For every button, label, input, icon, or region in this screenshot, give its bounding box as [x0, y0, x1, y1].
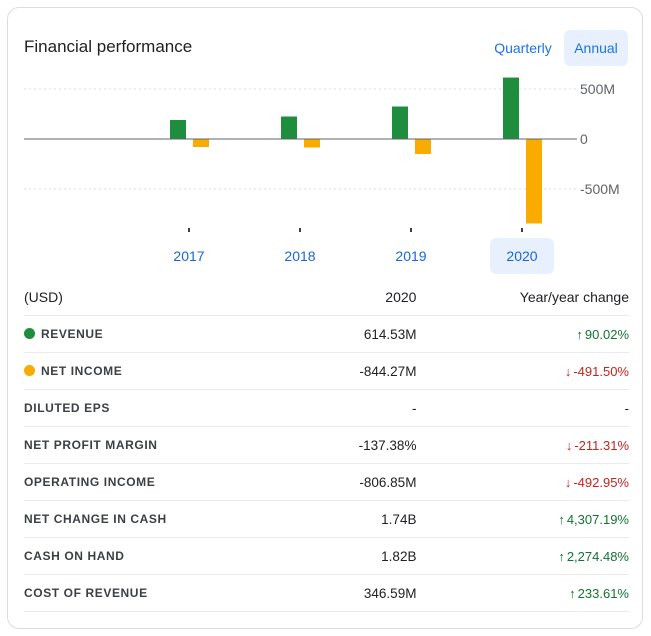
row-change: - — [416, 389, 629, 427]
annual-toggle[interactable]: Annual — [564, 30, 628, 66]
table-header-row: (USD) 2020 Year/year change — [24, 279, 629, 316]
year-tab-2020[interactable]: 2020 — [490, 238, 554, 274]
row-change: ↓ -211.31% — [416, 426, 629, 464]
row-value: 1.82B — [304, 537, 417, 575]
y-tick-label: 0 — [580, 131, 588, 147]
arrow-up-icon: ↑ — [558, 548, 565, 564]
row-value: - — [304, 389, 417, 427]
table-row: REVENUE 614.53M ↑ 90.02% — [24, 315, 629, 353]
row-label-text: REVENUE — [41, 327, 104, 341]
year-tab-2019[interactable]: 2019 — [395, 248, 427, 264]
row-value: -844.27M — [304, 352, 417, 390]
row-value: 346.59M — [304, 574, 417, 612]
net-income-bar — [304, 139, 320, 148]
row-label: NET PROFIT MARGIN — [24, 426, 304, 464]
financial-table: (USD) 2020 Year/year change REVENUE 614.5… — [24, 279, 629, 612]
revenue-bar — [170, 120, 186, 139]
row-label-text: COST OF REVENUE — [24, 586, 148, 600]
arrow-down-icon: ↓ — [564, 363, 572, 379]
quarterly-toggle[interactable]: Quarterly — [494, 40, 552, 56]
row-change-text: - — [624, 400, 629, 416]
row-change: ↓ -491.50% — [416, 352, 629, 390]
arrow-down-icon: ↓ — [565, 437, 573, 453]
arrow-down-icon: ↓ — [564, 474, 572, 490]
table-row: OPERATING INCOME -806.85M ↓ -492.95% — [24, 463, 629, 501]
row-label-text: NET INCOME — [41, 364, 123, 378]
row-label: CASH ON HAND — [24, 537, 304, 575]
row-label: COST OF REVENUE — [24, 574, 304, 612]
revenue-bar — [281, 116, 297, 139]
row-label-text: OPERATING INCOME — [24, 475, 156, 489]
table-row: NET PROFIT MARGIN -137.38% ↓ -211.31% — [24, 426, 629, 464]
year-tab-2018[interactable]: 2018 — [284, 248, 316, 264]
revenue-bar — [503, 77, 519, 139]
row-label: NET CHANGE IN CASH — [24, 500, 304, 538]
row-value: 614.53M — [304, 315, 417, 353]
table-row: CASH ON HAND 1.82B ↑ 2,274.48% — [24, 537, 629, 575]
row-change-text: 2,274.48% — [566, 548, 629, 564]
y-tick-label: -500M — [580, 181, 620, 197]
row-change: ↑ 2,274.48% — [416, 537, 629, 575]
table-row: NET CHANGE IN CASH 1.74B ↑ 4,307.19% — [24, 500, 629, 538]
arrow-up-icon: ↑ — [576, 326, 583, 342]
row-change: ↑ 233.61% — [416, 574, 629, 612]
currency-header: (USD) — [24, 279, 304, 316]
net-income-bar — [415, 139, 431, 154]
row-label: REVENUE — [24, 315, 304, 353]
revenue-bar — [392, 106, 408, 139]
row-change-text: 90.02% — [584, 326, 629, 342]
row-label: NET INCOME — [24, 352, 304, 390]
bar-chart: 500M 0 -500M — [24, 77, 620, 232]
year-header: 2020 — [304, 279, 417, 316]
row-change: ↓ -492.95% — [416, 463, 629, 501]
series-dot-icon — [24, 365, 35, 376]
y-tick-label: 500M — [580, 81, 615, 97]
row-value: 1.74B — [304, 500, 417, 538]
row-label-text: DILUTED EPS — [24, 401, 110, 415]
row-change: ↑ 90.02% — [416, 315, 629, 353]
row-label-text: NET CHANGE IN CASH — [24, 512, 167, 526]
row-label-text: CASH ON HAND — [24, 549, 125, 563]
row-change-text: 233.61% — [577, 585, 629, 601]
row-label-text: NET PROFIT MARGIN — [24, 438, 158, 452]
table-row: COST OF REVENUE 346.59M ↑ 233.61% — [24, 574, 629, 612]
arrow-up-icon: ↑ — [569, 585, 576, 601]
row-change: ↑ 4,307.19% — [416, 500, 629, 538]
row-label: DILUTED EPS — [24, 389, 304, 427]
row-value: -137.38% — [304, 426, 417, 464]
card-title: Financial performance — [24, 37, 193, 56]
row-change-text: -491.50% — [573, 363, 629, 379]
change-header: Year/year change — [416, 279, 629, 316]
row-value: -806.85M — [304, 463, 417, 501]
net-income-bar — [193, 139, 209, 147]
table-row: NET INCOME -844.27M ↓ -491.50% — [24, 352, 629, 390]
row-change-text: -211.31% — [574, 437, 629, 453]
series-dot-icon — [24, 328, 35, 339]
net-income-bar — [526, 139, 542, 224]
year-tab-2017[interactable]: 2017 — [173, 248, 205, 264]
row-change-text: 4,307.19% — [566, 511, 629, 527]
row-label: OPERATING INCOME — [24, 463, 304, 501]
arrow-up-icon: ↑ — [558, 511, 565, 527]
table-row: DILUTED EPS - - — [24, 389, 629, 427]
row-change-text: -492.95% — [573, 474, 629, 490]
